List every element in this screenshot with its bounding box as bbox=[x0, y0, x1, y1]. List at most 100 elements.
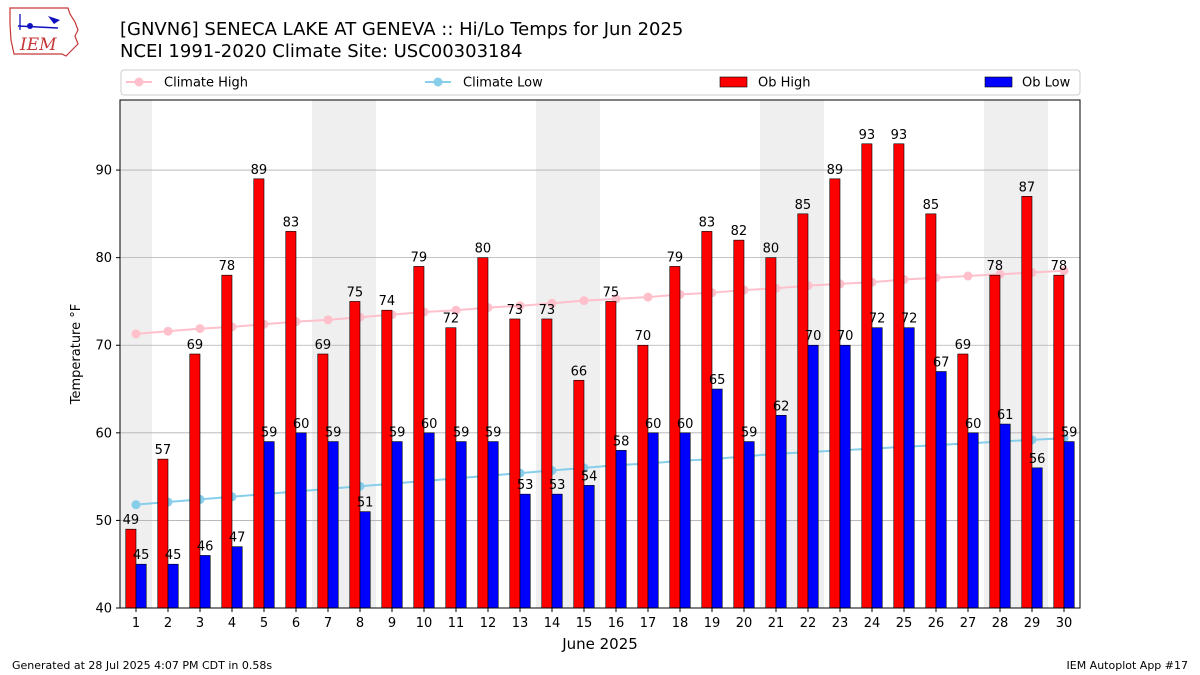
ob-low-value-label: 70 bbox=[837, 329, 854, 344]
ob-high-value-label: 73 bbox=[507, 303, 524, 318]
x-tick-label: 15 bbox=[576, 616, 593, 631]
climate-high-point bbox=[163, 326, 173, 336]
legend-climate-low: Climate Low bbox=[425, 76, 543, 91]
chart-title: [GNVN6] SENECA LAKE AT GENEVA :: Hi/Lo T… bbox=[120, 19, 683, 40]
footer-generated: Generated at 28 Jul 2025 4:07 PM CDT in … bbox=[12, 659, 272, 672]
ob-low-bar bbox=[263, 441, 275, 609]
legend-ob-high: Ob High bbox=[719, 76, 811, 91]
climate-high-point bbox=[547, 298, 557, 308]
ob-low-bar bbox=[327, 441, 339, 609]
ob-low-value-label: 60 bbox=[421, 417, 438, 432]
ob-high-value-label: 78 bbox=[1051, 259, 1068, 274]
ob-high-value-label: 85 bbox=[923, 198, 940, 213]
ob-high-value-label: 83 bbox=[699, 215, 716, 230]
x-tick-label: 30 bbox=[1056, 616, 1073, 631]
ob-low-bar bbox=[839, 344, 851, 609]
ob-high-bar bbox=[733, 239, 745, 609]
footer-app: IEM Autoplot App #17 bbox=[1067, 659, 1189, 672]
ob-high-bar bbox=[957, 353, 969, 609]
ob-low-value-label: 72 bbox=[869, 312, 886, 327]
legend-climate-high: Climate High bbox=[126, 76, 248, 91]
ob-low-bar bbox=[295, 432, 307, 609]
ob-low-bar bbox=[935, 371, 947, 609]
ob-high-value-label: 72 bbox=[443, 312, 460, 327]
ob-low-bar bbox=[1063, 441, 1075, 609]
y-tick-label: 70 bbox=[95, 339, 112, 354]
ob-low-bar bbox=[871, 327, 883, 609]
ob-high-value-label: 82 bbox=[731, 224, 748, 239]
x-tick-label: 25 bbox=[896, 616, 913, 631]
ob-high-bar bbox=[701, 231, 713, 609]
x-tick-label: 1 bbox=[132, 616, 140, 631]
y-tick-label: 60 bbox=[95, 426, 112, 441]
x-tick-label: 3 bbox=[196, 616, 204, 631]
ob-high-value-label: 73 bbox=[539, 303, 556, 318]
ob-low-bar bbox=[135, 563, 147, 609]
legend-climate-high-label: Climate High bbox=[164, 76, 248, 91]
ob-low-value-label: 59 bbox=[453, 426, 470, 441]
ob-low-value-label: 72 bbox=[901, 312, 918, 327]
climate-high-point bbox=[611, 294, 621, 304]
ob-low-value-label: 54 bbox=[581, 469, 598, 484]
weekend-band bbox=[120, 100, 152, 608]
ob-high-value-label: 78 bbox=[219, 259, 236, 274]
ob-high-value-label: 80 bbox=[763, 242, 780, 257]
legend-ob-high-label: Ob High bbox=[758, 76, 811, 91]
ob-high-bar bbox=[221, 274, 233, 609]
ob-high-value-label: 75 bbox=[603, 285, 620, 300]
ob-high-bar bbox=[157, 458, 169, 609]
ob-high-bar bbox=[925, 213, 937, 609]
ob-low-value-label: 45 bbox=[165, 548, 182, 563]
ob-high-bar bbox=[1021, 196, 1033, 609]
ob-high-value-label: 89 bbox=[251, 163, 268, 178]
ob-low-bar bbox=[359, 511, 371, 609]
ob-high-value-label: 85 bbox=[795, 198, 812, 213]
logo-text: IEM bbox=[19, 35, 57, 55]
x-axis-label: June 2025 bbox=[561, 635, 638, 653]
ob-low-bar bbox=[199, 555, 211, 609]
ob-low-bar bbox=[999, 423, 1011, 609]
data-labels: 49 45 57 45 69 46 78 47 89 59 83 60 69 59 75 51 74 59 79 60… bbox=[123, 128, 1078, 563]
ob-low-value-label: 60 bbox=[293, 417, 310, 432]
ob-low-bar bbox=[167, 563, 179, 609]
ob-low-bar bbox=[231, 546, 243, 609]
ob-high-value-label: 93 bbox=[891, 128, 908, 143]
ob-high-bar bbox=[765, 257, 777, 609]
ob-high-value-label: 49 bbox=[123, 513, 140, 528]
x-tick-label: 6 bbox=[292, 616, 300, 631]
x-tick-label: 17 bbox=[640, 616, 657, 631]
ob-high-bar bbox=[125, 528, 137, 609]
ob-low-bar bbox=[647, 432, 659, 609]
climate-high-point bbox=[963, 271, 973, 281]
ob-low-value-label: 67 bbox=[933, 356, 950, 371]
x-tick-label: 29 bbox=[1024, 616, 1041, 631]
ob-low-value-label: 60 bbox=[677, 417, 694, 432]
x-tick-label: 9 bbox=[388, 616, 396, 631]
x-tick-label: 13 bbox=[512, 616, 529, 631]
x-tick-label: 26 bbox=[928, 616, 945, 631]
ob-low-value-label: 59 bbox=[389, 426, 406, 441]
climate-high-point bbox=[1059, 266, 1069, 276]
ob-high-bar bbox=[445, 327, 457, 609]
ob-low-value-label: 53 bbox=[517, 478, 534, 493]
climate-high-point bbox=[643, 292, 653, 302]
iem-logo: IEM bbox=[9, 7, 79, 57]
x-tick-label: 12 bbox=[480, 616, 497, 631]
ob-low-value-label: 59 bbox=[325, 426, 342, 441]
x-tick-label: 28 bbox=[992, 616, 1009, 631]
x-tick-label: 22 bbox=[800, 616, 817, 631]
legend-ob-low-label: Ob Low bbox=[1022, 76, 1071, 91]
ob-low-value-label: 58 bbox=[613, 434, 630, 449]
ob-low-bar bbox=[551, 493, 563, 609]
ob-high-value-label: 83 bbox=[283, 215, 300, 230]
ob-low-bar bbox=[679, 432, 691, 609]
y-tick-label: 50 bbox=[95, 514, 112, 529]
x-tick-label: 7 bbox=[324, 616, 332, 631]
ob-high-bar bbox=[541, 318, 553, 609]
ob-low-value-label: 59 bbox=[1061, 426, 1078, 441]
x-tick-label: 27 bbox=[960, 616, 977, 631]
y-axis-label: Temperature °F bbox=[69, 304, 84, 405]
ob-high-value-label: 79 bbox=[667, 250, 684, 265]
